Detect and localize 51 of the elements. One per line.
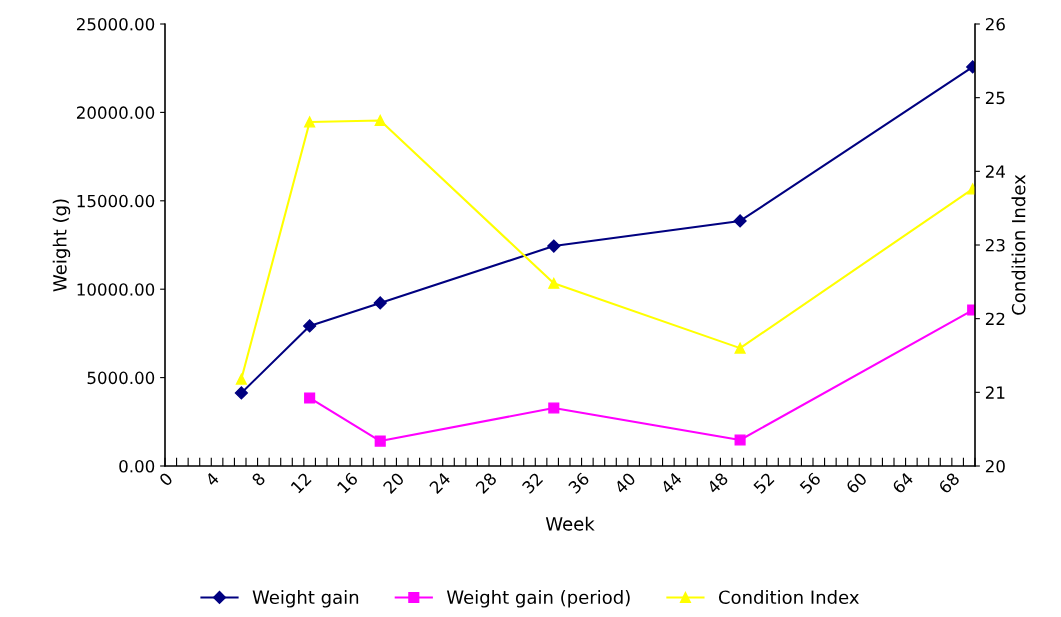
point — [374, 114, 386, 127]
y2-tick-label: 25 — [985, 91, 1005, 105]
y2-axis-title: Condition Index — [1011, 174, 1026, 315]
x-tick-label: 48 — [706, 471, 729, 495]
y2-tick-label: 20 — [985, 459, 1005, 473]
x-tick-label: 52 — [752, 472, 775, 495]
x-tick-label: 28 — [475, 471, 498, 495]
y-tick-label: 15000.00 — [77, 194, 155, 208]
y-axis-title: Weight (g) — [52, 199, 71, 292]
point — [548, 277, 560, 289]
x-tick-label: 36 — [567, 471, 590, 495]
x-tick-label: 8 — [251, 471, 266, 487]
point — [304, 392, 316, 404]
legend-label: Weight gain — [252, 590, 359, 608]
x-tick-label: 12 — [290, 472, 312, 494]
x-tick-label: 44 — [660, 471, 683, 495]
point — [374, 435, 386, 447]
point — [235, 373, 247, 385]
y-tick-label: 20000.00 — [76, 106, 155, 119]
y-tick-label: 5000.00 — [87, 371, 155, 385]
point — [373, 296, 387, 310]
legend-label: Weight gain (period) — [446, 590, 630, 608]
x-tick-label: 32 — [521, 472, 544, 495]
point — [548, 402, 560, 414]
x-tick-label: 16 — [336, 471, 359, 494]
y2-tick-label: 26 — [985, 17, 1005, 31]
x-tick-label: 20 — [382, 471, 405, 495]
x-tick-label: 4 — [204, 471, 220, 487]
y-tick-label: 25000.00 — [76, 17, 155, 31]
x-tick-label: 24 — [428, 471, 452, 494]
legend-label: Condition Index — [718, 590, 859, 605]
point — [547, 239, 561, 253]
point — [234, 386, 248, 400]
point — [303, 319, 317, 333]
point — [734, 342, 746, 354]
x-axis-title: Week — [545, 516, 595, 531]
y2-tick-label: 21 — [985, 386, 1005, 399]
point — [733, 214, 747, 228]
x-tick-label: 64 — [891, 471, 915, 495]
x-tick-label: 60 — [845, 471, 868, 495]
y-tick-label: 0.00 — [119, 459, 155, 473]
y-tick-label: 10000.00 — [77, 283, 155, 296]
point — [304, 116, 316, 128]
y2-tick-label: 23 — [985, 238, 1005, 252]
x-tick-label: 68 — [937, 471, 961, 495]
y2-tick-label: 24 — [985, 165, 1005, 178]
y2-tick-label: 22 — [985, 312, 1005, 325]
x-tick-label: 40 — [613, 471, 637, 495]
x-tick-label: 0 — [158, 471, 174, 487]
point — [734, 434, 746, 446]
x-tick-label: 56 — [799, 471, 822, 495]
